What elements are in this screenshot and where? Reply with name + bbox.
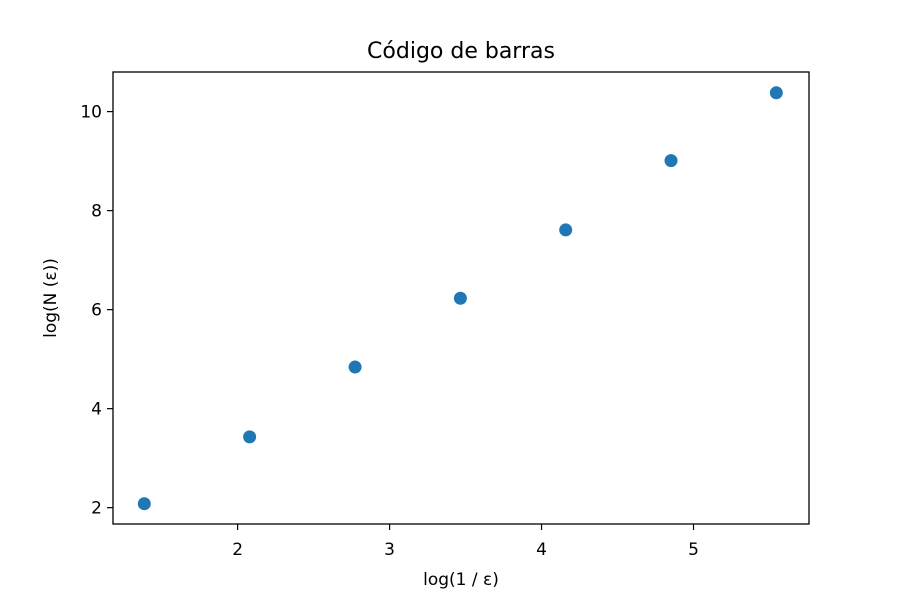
x-tick-label: 2 <box>232 540 243 560</box>
data-point <box>348 360 362 374</box>
data-point <box>243 430 257 444</box>
x-tick-label: 4 <box>536 540 547 560</box>
data-point <box>559 223 573 237</box>
y-tick-label: 4 <box>91 400 102 420</box>
y-tick-label: 6 <box>91 301 102 321</box>
y-axis-label: log(N (ε)) <box>41 258 61 338</box>
axes-frame <box>112 71 810 525</box>
chart-title: Código de barras <box>367 39 555 64</box>
x-tick-label: 5 <box>688 540 699 560</box>
x-tick-label: 3 <box>384 540 395 560</box>
data-point <box>664 154 678 168</box>
y-tick-label: 10 <box>80 103 102 123</box>
plot-area: 2 3 4 5 2 4 6 8 10 <box>80 71 810 560</box>
y-tick-label: 8 <box>91 202 102 222</box>
data-point <box>137 497 151 511</box>
data-point <box>769 86 783 100</box>
data-point <box>453 291 467 305</box>
x-axis-label: log(1 / ε) <box>423 570 499 590</box>
y-tick-label: 2 <box>91 499 102 519</box>
